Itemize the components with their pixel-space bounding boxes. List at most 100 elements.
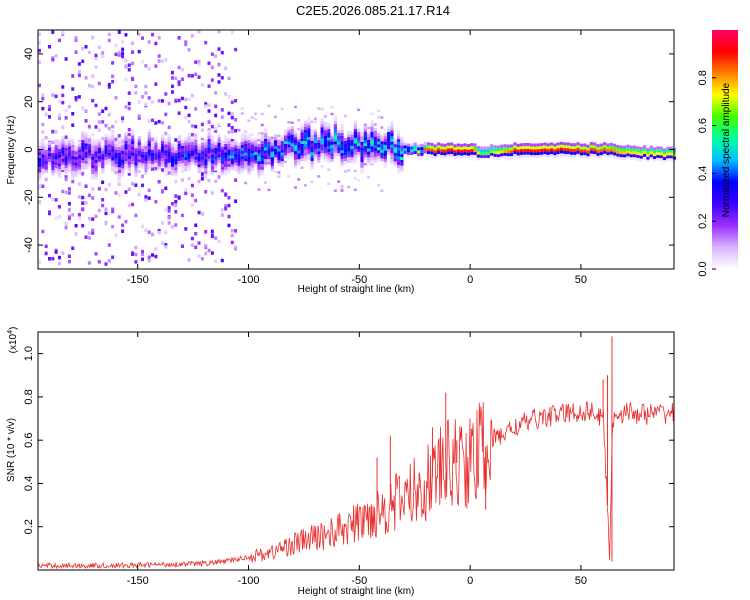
spectrogram-cell (141, 36, 145, 40)
spectrogram-cell (377, 158, 381, 162)
spectrogram-cell (646, 148, 650, 152)
spectrogram-cell (184, 139, 188, 143)
spectrogram-cell (154, 159, 158, 163)
spectrogram-cell (430, 145, 434, 149)
spectrogram-cell (134, 165, 138, 169)
spectrogram-cell (264, 144, 268, 148)
spectrogram-cell (283, 155, 288, 159)
spectrogram-cell (373, 145, 377, 149)
spectrogram-cell (619, 156, 623, 160)
spectrogram-cell (400, 162, 404, 166)
spectrogram-cell (134, 213, 138, 218)
spectrogram-cell (260, 163, 264, 167)
spectrogram-cell (396, 161, 401, 165)
spectrogram-cell (141, 154, 145, 158)
spectrogram-cell (104, 262, 108, 266)
spectrogram-cell (603, 142, 607, 146)
spectrogram-cell (54, 150, 58, 154)
spectrogram-cell (64, 142, 68, 146)
spectrogram-cell (317, 133, 321, 137)
spectrogram-cell (101, 203, 105, 208)
spectrogram-cell (357, 148, 361, 152)
spectrogram-cell (250, 164, 254, 168)
spectrogram-cell (84, 146, 88, 150)
spectrogram-cell (114, 119, 118, 124)
spectrogram-cell (84, 166, 88, 170)
spectrogram-cell (117, 152, 121, 156)
spectrogram-cell (363, 131, 367, 135)
spectrogram-cell (310, 146, 314, 150)
spectrogram-cell (416, 155, 421, 159)
spectrogram-cell (310, 140, 314, 144)
spectrogram-cell (154, 154, 158, 158)
spectrogram-cell (267, 141, 271, 145)
spectrogram-cell (247, 119, 251, 123)
spectrogram-cell (247, 136, 251, 140)
spectrogram-cell (270, 154, 274, 158)
spectrogram-cell (101, 150, 105, 154)
spectrogram-cell (280, 138, 284, 142)
spectrogram-cell (353, 120, 357, 124)
spectrogram-cell (164, 208, 168, 212)
spectrogram-cell (144, 166, 148, 170)
spectrogram-cell (506, 147, 510, 151)
spectrogram-cell (144, 169, 148, 173)
spectrogram-cell (400, 148, 404, 152)
spectrogram-cell (141, 174, 145, 179)
spectrogram-cell (360, 164, 364, 168)
spectrogram-cell (67, 104, 71, 109)
spectrogram-cell (307, 116, 311, 120)
spectrogram-cell (510, 150, 514, 154)
spectrogram-cell (297, 133, 301, 137)
spectrogram-cell (280, 158, 284, 162)
spectrogram-cell (214, 167, 218, 171)
spectrogram-cell (363, 148, 367, 152)
spectrogram-cell (170, 70, 174, 75)
spectrogram-cell (41, 139, 45, 143)
spectrogram-cell (174, 155, 178, 159)
spectrogram-cell (194, 148, 198, 152)
spectrogram-cell (297, 119, 301, 122)
spectrogram-cell (666, 149, 670, 153)
spectrogram-cell (114, 141, 118, 145)
spectrogram-cell (164, 243, 168, 247)
spectrogram-cell (250, 153, 254, 157)
spectrogram-cell (61, 135, 65, 139)
spectrogram-cell (340, 135, 344, 139)
spectrogram-cell (227, 163, 231, 167)
spectrogram-cell (260, 149, 264, 153)
spectrogram-cell (400, 142, 404, 146)
spectrogram-cell (606, 143, 610, 147)
spectrogram-cell (197, 161, 201, 165)
spectrogram-cell (396, 159, 401, 163)
spectrogram-cell (297, 153, 301, 157)
spectrogram-cell (117, 175, 121, 179)
spectrogram-cell (94, 145, 98, 149)
spectrogram-cell (566, 150, 570, 154)
spectrogram-cell (197, 144, 201, 148)
spectrogram-cell (51, 256, 55, 261)
spectrogram-cell (393, 155, 397, 159)
spectrogram-cell (184, 148, 188, 152)
spectrogram-cell (247, 134, 251, 138)
spectrogram-cell (503, 155, 507, 159)
spectrogram-cell (416, 147, 421, 151)
spectrogram-cell (131, 155, 135, 159)
spectrogram-cell (503, 147, 507, 151)
spectrogram-cell (200, 177, 204, 181)
spectrogram-cell (250, 155, 254, 159)
spectrogram-cell (127, 170, 131, 174)
spectrogram-cell (330, 150, 334, 154)
spectrogram-cell (164, 147, 168, 151)
spectrogram-cell (353, 169, 357, 173)
spectrogram-cell (81, 106, 85, 110)
spectrogram-cell (337, 144, 341, 148)
spectrogram-cell (51, 56, 55, 60)
spectrogram-cell (420, 144, 424, 148)
spectrogram-cell (363, 128, 367, 132)
spectrogram-cell (639, 155, 643, 159)
spectrogram-cell (300, 140, 304, 144)
spectrogram-cell (131, 202, 135, 207)
spectrogram-cell (347, 157, 351, 161)
spectrogram-cell (170, 166, 175, 170)
